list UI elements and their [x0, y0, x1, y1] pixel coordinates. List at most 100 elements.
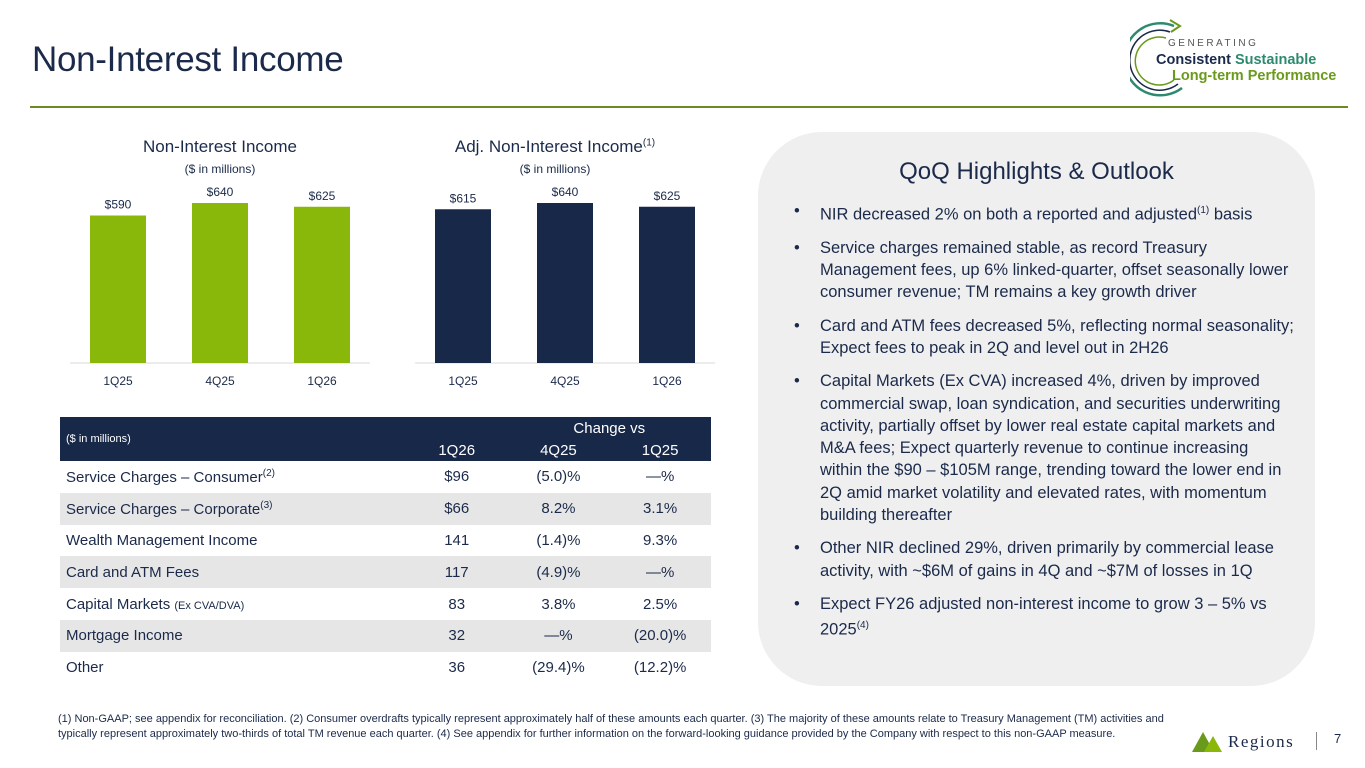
- tick-label-4Q25: 4Q25: [205, 374, 235, 388]
- cell-change-4q25: 8.2%: [541, 500, 576, 518]
- cell-change-1q25: (12.2)%: [633, 659, 687, 677]
- highlights-title: QoQ Highlights & Outlook: [899, 158, 1174, 185]
- cell-change-1q25: —%: [645, 468, 675, 486]
- table-row: Service Charges – Corporate(3) $66 8.2% 3.1…: [60, 492, 711, 525]
- table-header-spacer: [406, 417, 508, 439]
- row-label-text: Wealth Management Income: [66, 531, 258, 549]
- circular-arrow-icon: [1130, 19, 1183, 97]
- generating-performance-logo: GENERATING Consistent Sustainable Long-t…: [1130, 18, 1350, 100]
- regions-wordmark: Regions: [1228, 732, 1295, 751]
- cell-change-1q25: 2.5%: [643, 595, 678, 613]
- highlight-text: Capital Markets (Ex CVA) increased 4%, d…: [820, 372, 1282, 525]
- row-label-text: Service Charges – Consumer: [66, 468, 263, 486]
- row-label-text: Capital Markets: [66, 595, 171, 613]
- highlights-list: • NIR decreased 2% on both a reported and…: [794, 200, 1294, 652]
- row-label-note: (Ex CVA/DVA): [174, 599, 245, 612]
- tick-label-4Q25: 4Q25: [550, 374, 580, 388]
- highlight-item: • Service charges remained stable, as rec…: [794, 237, 1294, 304]
- chart2-title-text: Adj. Non-Interest Income: [454, 137, 643, 156]
- cell-change-1q25: —%: [645, 563, 675, 581]
- highlight-text: NIR decreased 2% on both a reported and …: [820, 205, 1198, 224]
- table-row: Service Charges – Consumer(2) $96 (5.0)% —%: [60, 461, 711, 493]
- bullet-icon: •: [794, 316, 800, 335]
- tick-label-1Q26: 1Q26: [652, 374, 682, 388]
- data-label-4Q25: $640: [552, 185, 579, 199]
- cell-change-4q25: (4.9)%: [536, 563, 581, 581]
- table-col-1q26: 1Q26: [438, 441, 476, 459]
- row-label: Capital Markets (Ex CVA/DVA): [60, 588, 406, 620]
- logo-line2: Long-term Performance: [1172, 68, 1337, 84]
- cell-1q26: 36: [448, 659, 466, 677]
- highlight-item: • Other NIR declined 29%, driven primaril…: [794, 537, 1294, 582]
- data-label-1Q25: $615: [450, 191, 477, 205]
- table-group-header: Change vs: [573, 419, 646, 437]
- row-label: Other: [60, 652, 406, 684]
- logo-line1: Consistent Sustainable: [1156, 52, 1316, 68]
- row-label: Wealth Management Income: [60, 525, 406, 557]
- row-label: Mortgage Income: [60, 620, 406, 652]
- cell-change-4q25: —%: [544, 627, 573, 645]
- row-label: Service Charges – Corporate(3): [60, 493, 406, 525]
- chart1-title: Non-Interest Income: [142, 137, 297, 156]
- highlight-item: • Card and ATM fees decreased 5%, reflect…: [794, 315, 1294, 360]
- regions-logo: Regions: [1192, 728, 1322, 754]
- bullet-icon: •: [794, 202, 800, 220]
- footer-separator: [1316, 732, 1317, 750]
- cell-change-1q25: (20.0)%: [633, 627, 687, 645]
- highlight-item: • Expect FY26 adjusted non-interest incom…: [794, 593, 1294, 641]
- table-col-4q25: 4Q25: [540, 441, 577, 459]
- footnote: (1) Non-GAAP; see appendix for reconcili…: [58, 713, 1164, 740]
- data-label-1Q26: $625: [309, 189, 336, 203]
- highlight-text: Service charges remained stable, as reco…: [820, 238, 1289, 302]
- table-row: Mortgage Income 32 —% (20.0)%: [60, 619, 711, 652]
- table-row: Wealth Management Income 141 (1.4)% 9.3%: [60, 525, 711, 557]
- table-row: Card and ATM Fees 117 (4.9)% —%: [60, 556, 711, 589]
- logo-sustainable: Sustainable: [1234, 52, 1317, 68]
- bullet-icon: •: [794, 238, 800, 257]
- page-title: Non-Interest Income: [32, 40, 344, 79]
- adj-non-interest-income-chart: $615 1Q25 $640 4Q25 $625 1Q26: [415, 185, 715, 388]
- cell-change-4q25: (5.0)%: [536, 468, 581, 486]
- cell-change-4q25: (1.4)%: [536, 531, 581, 549]
- logo-generating-text: GENERATING: [1168, 38, 1259, 49]
- highlight-item: • NIR decreased 2% on both a reported and…: [794, 200, 1294, 226]
- bar-1Q26: [639, 206, 695, 363]
- logo-consistent: Consistent: [1156, 52, 1231, 68]
- table-header-row-1: ($ in millions) Change vs: [60, 417, 711, 445]
- highlight-footnote: (4): [856, 620, 869, 632]
- highlight-text-end: basis: [1209, 205, 1253, 224]
- bar-1Q26: [294, 206, 350, 363]
- page-number: 7: [1334, 731, 1342, 746]
- tick-label-1Q26: 1Q26: [307, 374, 337, 388]
- highlight-footnote: (1): [1197, 205, 1210, 216]
- highlight-item: • Capital Markets (Ex CVA) increased 4%, …: [794, 370, 1294, 526]
- table-col-1q25: 1Q25: [641, 441, 679, 459]
- bullet-icon: •: [794, 594, 800, 613]
- bar-1Q25: [435, 209, 491, 363]
- row-label-footnote: (3): [260, 499, 273, 511]
- bar-1Q25: [90, 215, 146, 363]
- cell-1q26: $96: [444, 468, 470, 486]
- data-label-1Q25: $590: [105, 198, 132, 212]
- cell-change-1q25: 3.1%: [643, 500, 678, 518]
- cell-1q26: 32: [448, 627, 466, 645]
- title-divider: [30, 106, 1348, 108]
- tick-label-1Q25: 1Q25: [448, 374, 478, 388]
- row-label-text: Other: [66, 659, 104, 677]
- chart2-title-footnote: (1): [642, 137, 656, 149]
- cell-change-4q25: (29.4)%: [532, 659, 585, 677]
- bullet-icon: •: [794, 539, 800, 558]
- table-row: Other 36 (29.4)% (12.2)%: [60, 652, 711, 684]
- row-label-text: Card and ATM Fees: [66, 563, 200, 581]
- chart2-title: Adj. Non-Interest Income(1): [425, 137, 685, 157]
- highlights-panel: QoQ Highlights & Outlook • NIR decreased …: [758, 132, 1315, 686]
- chart1-subtitle: ($ in millions): [184, 162, 256, 176]
- row-label-text: Mortgage Income: [66, 627, 183, 645]
- row-label-footnote: (2): [262, 467, 275, 479]
- row-label-text: Service Charges – Corporate: [66, 500, 261, 518]
- table-row: Capital Markets (Ex CVA/DVA) 83 3.8% 2.5%: [60, 588, 711, 620]
- table-unit-label: ($ in millions): [66, 433, 131, 445]
- cell-1q26: $66: [444, 500, 470, 518]
- row-label: Service Charges – Consumer(2): [60, 461, 406, 493]
- highlight-text: Other NIR declined 29%, driven primarily…: [820, 539, 1274, 580]
